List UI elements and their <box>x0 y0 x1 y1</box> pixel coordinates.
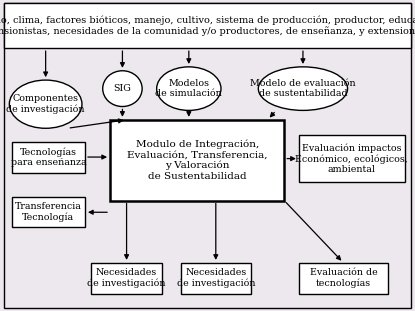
FancyBboxPatch shape <box>299 263 388 294</box>
FancyBboxPatch shape <box>12 142 85 173</box>
Text: Modulo de Integración,
Evaluación, Transferencia,
y Valoración
de Sustentabilida: Modulo de Integración, Evaluación, Trans… <box>127 140 267 181</box>
Ellipse shape <box>103 71 142 107</box>
Ellipse shape <box>157 67 221 110</box>
Text: Modelo de evaluación
de sustentabilidad: Modelo de evaluación de sustentabilidad <box>250 79 356 98</box>
Ellipse shape <box>258 67 348 110</box>
Text: Suelo, clima, factores bióticos, manejo, cultivo, sistema de producción, product: Suelo, clima, factores bióticos, manejo,… <box>0 15 415 36</box>
FancyBboxPatch shape <box>91 263 162 294</box>
FancyBboxPatch shape <box>12 197 85 227</box>
Text: SIG: SIG <box>113 84 132 93</box>
Text: Necesidades
de investigación: Necesidades de investigación <box>176 268 255 288</box>
Ellipse shape <box>10 80 82 128</box>
Text: Necesidades
de investigación: Necesidades de investigación <box>87 268 166 288</box>
Text: Transferencia
Tecnología: Transferencia Tecnología <box>15 202 82 222</box>
FancyBboxPatch shape <box>299 135 405 182</box>
Text: Componentes
de investigación: Componentes de investigación <box>6 94 85 114</box>
Text: Tecnologías
para enseñanza: Tecnologías para enseñanza <box>10 147 86 167</box>
Text: Evaluación impactos
Económico, ecológicos,
ambiental: Evaluación impactos Económico, ecológico… <box>295 143 408 174</box>
FancyBboxPatch shape <box>110 120 284 201</box>
Text: Modelos
de simulación: Modelos de simulación <box>156 79 222 98</box>
Text: Evaluación de
tecnologías: Evaluación de tecnologías <box>310 268 377 288</box>
FancyBboxPatch shape <box>4 3 411 48</box>
FancyBboxPatch shape <box>181 263 251 294</box>
